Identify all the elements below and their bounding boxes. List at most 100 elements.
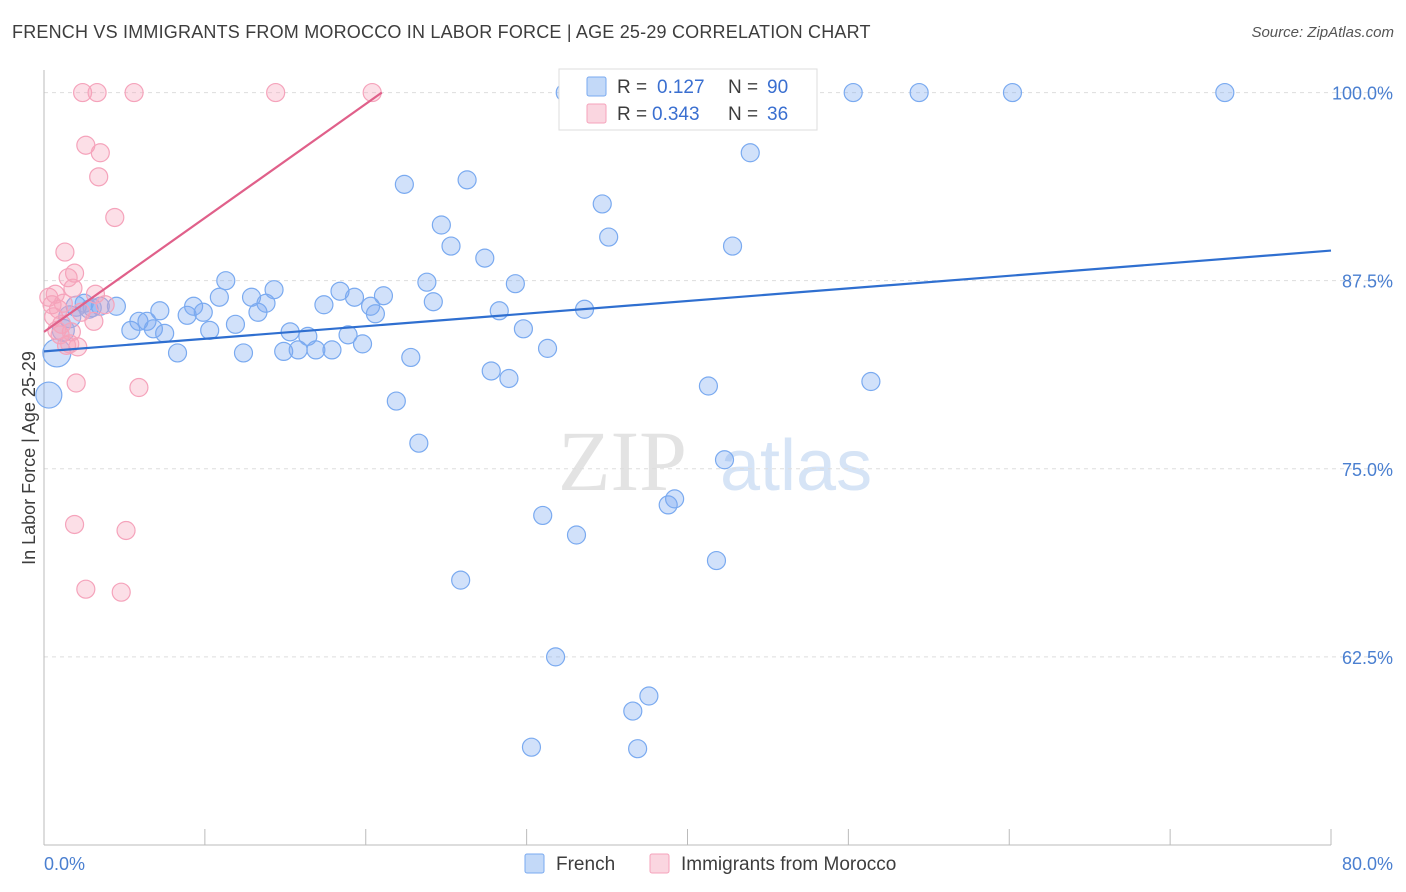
french-point bbox=[545, 647, 566, 667]
french-point bbox=[537, 338, 558, 358]
french-point bbox=[665, 489, 685, 509]
morocco-point bbox=[111, 582, 131, 602]
french-point bbox=[150, 301, 170, 321]
french-point bbox=[722, 236, 743, 256]
morocco-point bbox=[52, 314, 72, 334]
french-point bbox=[225, 314, 246, 334]
french-point bbox=[533, 505, 553, 526]
french-point bbox=[740, 143, 760, 163]
french-point bbox=[566, 525, 587, 545]
trend-line-french bbox=[43, 249, 1332, 353]
french-point bbox=[35, 381, 63, 409]
x-tick-label-min: 0.0% bbox=[44, 854, 85, 874]
french-point bbox=[457, 170, 477, 190]
y-tick-label: 87.5% bbox=[1342, 272, 1393, 292]
y-tick-label: 100.0% bbox=[1332, 84, 1393, 104]
french-point bbox=[167, 343, 188, 363]
stats-legend: R = 0.127 N = 90 R = 0.343 N = 36 bbox=[558, 68, 818, 131]
french-point bbox=[843, 82, 863, 103]
y-tick-labels: 62.5% 75.0% 87.5% 100.0% bbox=[1332, 84, 1393, 668]
french-point bbox=[431, 215, 451, 235]
stats-legend-box bbox=[558, 68, 818, 131]
french-point bbox=[909, 82, 929, 103]
morocco-point bbox=[95, 295, 115, 315]
french-point bbox=[338, 325, 358, 345]
axes bbox=[43, 70, 1331, 846]
morocco-point bbox=[90, 143, 110, 163]
french-point bbox=[628, 739, 648, 759]
grid-lines bbox=[44, 92, 1393, 658]
french-point bbox=[394, 174, 414, 194]
legend-n-value-morocco: 36 bbox=[767, 104, 788, 125]
legend-n-label-french: N = bbox=[728, 77, 758, 98]
legend-swatch-morocco bbox=[586, 103, 607, 124]
y-tick-label: 62.5% bbox=[1342, 648, 1393, 668]
source-credit: Source: ZipAtlas.com bbox=[1251, 24, 1394, 41]
french-point bbox=[344, 287, 365, 307]
french-point bbox=[409, 433, 429, 453]
legend-n-value-french: 90 bbox=[767, 77, 788, 98]
french-point bbox=[137, 311, 157, 331]
bottom-legend-swatch-french bbox=[524, 853, 545, 874]
legend-n-label-morocco: N = bbox=[728, 104, 758, 125]
french-point bbox=[365, 304, 386, 324]
bottom-legend-swatch-morocco bbox=[649, 853, 670, 874]
morocco-point bbox=[73, 82, 93, 103]
french-point bbox=[264, 280, 284, 300]
morocco-point bbox=[68, 337, 88, 357]
watermark-zip: ZIP bbox=[558, 413, 687, 509]
y-axis-title: In Labor Force | Age 25-29 bbox=[19, 351, 39, 565]
series-french bbox=[35, 82, 1235, 759]
y-tick-label: 75.0% bbox=[1342, 460, 1393, 480]
french-point bbox=[417, 272, 437, 292]
french-point bbox=[441, 236, 461, 256]
bottom-legend-label-morocco: Immigrants from Morocco bbox=[681, 854, 896, 875]
french-point bbox=[505, 274, 525, 294]
morocco-point bbox=[55, 242, 75, 262]
french-point bbox=[155, 323, 175, 343]
morocco-point bbox=[53, 293, 73, 313]
legend-r-label-morocco: R = bbox=[617, 104, 647, 125]
french-point bbox=[592, 194, 612, 214]
french-point bbox=[623, 701, 643, 721]
french-point bbox=[521, 737, 542, 757]
watermark-atlas: atlas bbox=[720, 426, 872, 506]
french-point bbox=[513, 319, 534, 339]
morocco-point bbox=[64, 263, 85, 283]
x-tick-label-max: 80.0% bbox=[1342, 854, 1393, 874]
french-point bbox=[274, 341, 294, 362]
morocco-point bbox=[63, 278, 83, 298]
french-point bbox=[423, 292, 443, 312]
french-point bbox=[1215, 82, 1235, 103]
legend-swatch-french bbox=[586, 76, 607, 97]
french-point bbox=[306, 340, 326, 360]
french-point bbox=[1002, 82, 1023, 103]
watermark: ZIP atlas bbox=[558, 413, 872, 509]
morocco-point bbox=[124, 82, 144, 103]
legend-r-value-french: 0.127 bbox=[657, 77, 705, 98]
french-point bbox=[200, 320, 220, 340]
morocco-point bbox=[266, 82, 286, 103]
french-point bbox=[698, 376, 719, 396]
morocco-point bbox=[105, 207, 125, 228]
french-point bbox=[233, 343, 254, 363]
morocco-point bbox=[66, 373, 86, 393]
french-point bbox=[706, 550, 727, 571]
french-point bbox=[352, 334, 373, 354]
french-point bbox=[386, 391, 406, 411]
chart-title: FRENCH VS IMMIGRANTS FROM MOROCCO IN LAB… bbox=[12, 22, 871, 42]
french-point bbox=[475, 248, 495, 268]
french-point bbox=[209, 287, 229, 307]
morocco-point bbox=[87, 82, 107, 103]
french-point bbox=[322, 340, 342, 360]
french-point bbox=[714, 450, 735, 470]
morocco-point bbox=[129, 377, 149, 398]
french-point bbox=[330, 281, 350, 301]
french-point bbox=[499, 368, 519, 389]
series-legend: French Immigrants from Morocco bbox=[524, 853, 896, 875]
morocco-point bbox=[64, 514, 85, 535]
french-point bbox=[451, 570, 471, 590]
french-point bbox=[184, 296, 204, 316]
french-point bbox=[599, 227, 619, 247]
